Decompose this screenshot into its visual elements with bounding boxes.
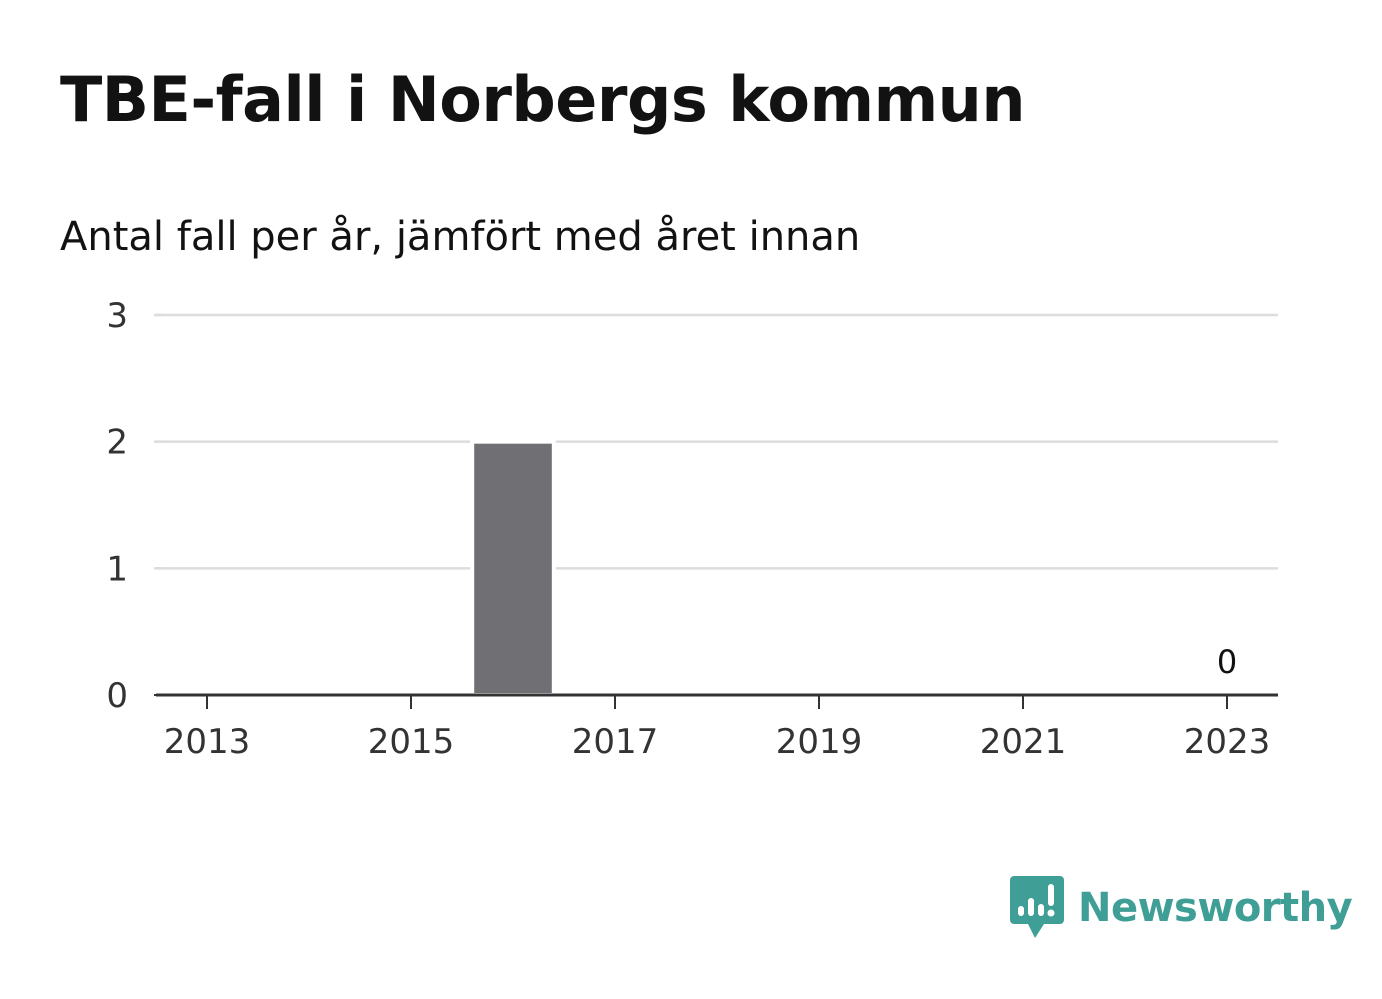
x-tick-label: 2017 bbox=[572, 722, 659, 762]
brand-logo: Newsworthy bbox=[1010, 876, 1353, 940]
y-axis-ticks: 0 1 2 3 bbox=[106, 296, 128, 716]
grid-lines bbox=[154, 313, 1278, 696]
data-label: 0 bbox=[1217, 643, 1237, 681]
x-axis-ticks: 2013 2015 2017 2019 2021 2023 bbox=[164, 695, 1271, 762]
y-tick-label: 0 bbox=[106, 676, 128, 716]
bar bbox=[470, 439, 556, 697]
brand-name: Newsworthy bbox=[1078, 885, 1353, 931]
newsworthy-logo-icon bbox=[1010, 876, 1064, 938]
x-tick-label: 2015 bbox=[368, 722, 455, 762]
x-tick-label: 2013 bbox=[164, 722, 251, 762]
annotations: 0 bbox=[1217, 643, 1237, 681]
y-tick-label: 2 bbox=[106, 423, 128, 463]
x-tick-label: 2019 bbox=[776, 722, 863, 762]
y-tick-label: 1 bbox=[106, 549, 128, 589]
chart-title: TBE-fall i Norbergs kommun bbox=[60, 63, 1025, 136]
y-tick-label: 3 bbox=[106, 296, 128, 336]
x-tick-label: 2021 bbox=[980, 722, 1067, 762]
x-tick-label: 2023 bbox=[1184, 722, 1271, 762]
chart-subtitle: Antal fall per år, jämfört med året inna… bbox=[60, 214, 861, 260]
bars bbox=[470, 439, 556, 697]
